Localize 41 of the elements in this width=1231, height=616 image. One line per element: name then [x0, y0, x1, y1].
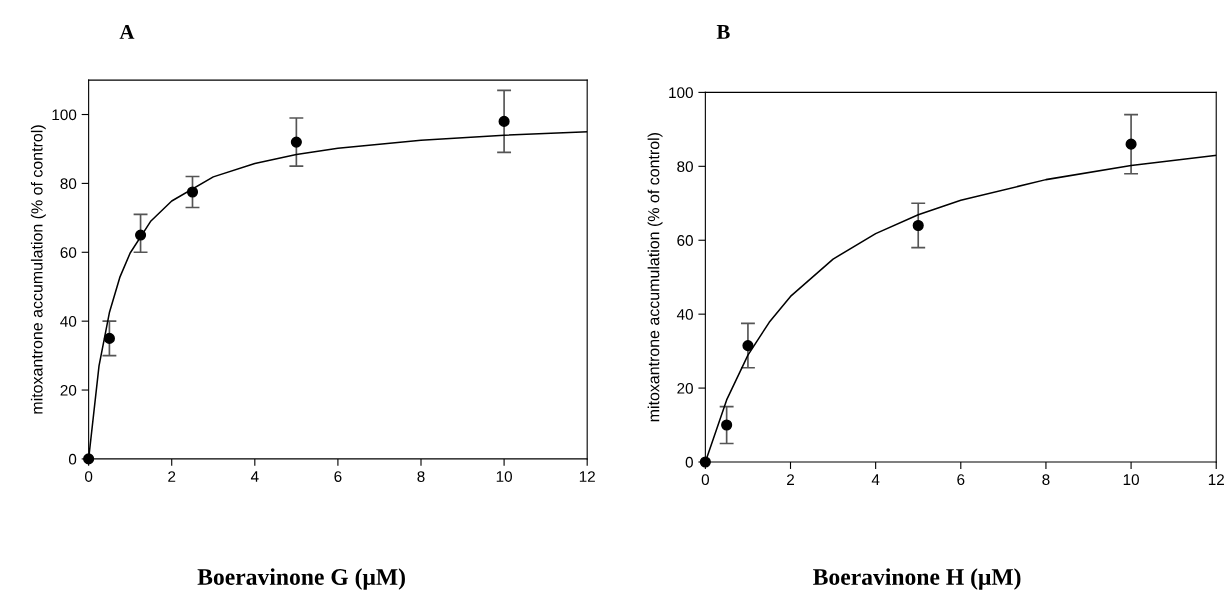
point [1125, 138, 1137, 150]
x-tick-label: 2 [787, 474, 794, 485]
x-tick-label: 4 [250, 471, 259, 482]
y-tick-label: 80 [677, 161, 693, 173]
x-tick-label: 0 [84, 471, 93, 482]
y-tick-label: 40 [676, 309, 693, 320]
x-tick-label: 10 [496, 471, 512, 482]
y-tick-label: 20 [60, 384, 77, 396]
x-tick-label: 10 [1123, 474, 1139, 486]
x-tick-label: 8 [1042, 474, 1050, 486]
x-tick-label: 6 [957, 474, 965, 486]
point [912, 219, 924, 232]
x-tick-label: 2 [168, 471, 176, 482]
y-tick-label: 100 [669, 87, 693, 99]
x-tick-label: 4 [871, 474, 880, 485]
x-axis-title: Boeravinone G (μM) [197, 568, 405, 590]
y-axis-title: mitoxantrone accumulation (% of control) [647, 133, 663, 422]
x-tick-label: 12 [579, 471, 595, 482]
y-tick-label: 80 [60, 178, 77, 190]
point [498, 115, 510, 127]
y-tick-label: 60 [677, 235, 693, 246]
x-tick-label: 8 [417, 471, 425, 482]
point [290, 136, 302, 148]
point [103, 332, 115, 344]
y-tick-label: 60 [60, 247, 77, 258]
y-tick-label: 20 [677, 382, 693, 394]
y-tick-label: 40 [60, 316, 77, 327]
y-tick-label: 100 [52, 109, 77, 121]
point [186, 186, 199, 198]
x-tick-label: 12 [1208, 474, 1224, 485]
point [135, 229, 147, 241]
point [721, 419, 733, 431]
chart-title: A [119, 24, 135, 39]
y-axis-title: mitoxantrone accumulation (% of control) [30, 125, 46, 414]
y-tick-label: 0 [68, 453, 77, 465]
y-tick-label: 0 [685, 456, 693, 468]
point [742, 340, 754, 352]
x-axis-title: Boeravinone H (μM) [813, 568, 1021, 590]
chart-title: B [716, 25, 730, 39]
x-tick-label: 6 [334, 471, 342, 482]
x-tick-label: 0 [701, 474, 710, 486]
